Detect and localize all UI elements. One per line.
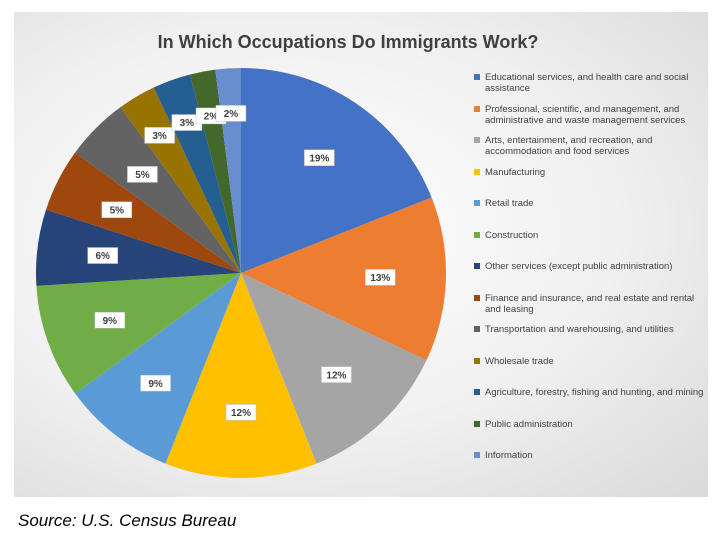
legend-label: Educational services, and health care an… [485,72,689,94]
legend-label: Agriculture, forestry, fishing and hunti… [485,387,704,398]
legend-label: Wholesale trade [485,355,554,367]
data-label-box [140,374,171,392]
data-label: 2% [215,105,247,122]
data-label-text: 5% [110,205,125,216]
pie-slice [241,68,432,273]
pie-slice [35,209,241,286]
data-label-box [127,166,158,183]
data-label-box [365,269,396,286]
data-label-text: 12% [231,408,251,419]
legend-swatch [474,389,480,395]
pie-slice [75,107,241,273]
data-label-text: 6% [95,251,110,262]
pie-slice [46,152,241,273]
data-label-text: 2% [224,109,239,120]
pie-slice [36,273,241,394]
legend-swatch [474,74,480,80]
data-label-box [94,311,126,329]
data-label: 3% [144,127,175,144]
data-label-box [144,127,175,144]
legend-item: Arts, entertainment, and recreation, and… [474,135,711,157]
source-note: Source: U.S. Census Bureau [18,511,237,530]
legend-item: Educational services, and health care an… [474,72,711,94]
legend-swatch [474,357,480,364]
legend-item: Information [474,450,711,461]
legend-item: Retail trade [474,198,711,209]
data-label-text: 3% [180,118,195,129]
data-label: 5% [101,201,133,218]
legend-swatch [474,326,480,332]
data-label-text: 2% [204,112,219,123]
legend-label: Arts, entertainment, and recreation, and… [485,135,653,157]
data-label: 19% [304,149,335,166]
data-label: 12% [321,366,352,383]
legend-label: Information [485,450,533,461]
pie-slice [165,273,317,479]
data-label-text: 13% [370,273,390,284]
legend-item: Transportation and warehousing, and util… [474,324,711,335]
data-label-text: 19% [309,153,329,164]
legend-swatch [474,420,480,427]
legend-label: Manufacturing [485,166,546,178]
legend-item: Manufacturing [474,167,711,178]
legend-label: Professional, scientific, and management… [485,103,686,126]
legend-swatch [474,200,480,206]
data-label-box [215,105,247,122]
data-label-text: 5% [135,170,150,181]
data-label-box [225,404,257,421]
data-label-box [304,149,335,166]
data-label-text: 9% [103,316,118,327]
legend-item: Agriculture, forestry, fishing and hunti… [474,387,711,398]
data-label: 13% [365,269,396,286]
pie-slice [75,273,241,464]
legend-swatch [474,452,480,458]
data-label-text: 12% [326,370,346,381]
legend-item: Finance and insurance, and real estate a… [474,293,711,315]
data-label-text: 9% [148,379,163,390]
data-label: 5% [127,166,158,183]
legend-label: Transportation and warehousing, and util… [485,324,674,335]
chart-title: In Which Occupations Do Immigrants Work? [158,32,539,52]
data-label: 9% [140,374,171,392]
data-label-box [321,366,352,383]
legend-label: Construction [485,229,539,241]
legend-item: Construction [474,230,711,241]
legend-item: Public administration [474,419,711,430]
legend-label: Public administration [485,418,573,430]
data-label: 6% [87,247,118,264]
legend-swatch [474,137,480,143]
legend-label: Other services (except public administra… [485,261,673,272]
legend-item: Wholesale trade [474,356,711,367]
legend-label: Retail trade [485,198,534,209]
legend-item: Professional, scientific, and management… [474,104,711,126]
legend-swatch [474,231,480,238]
data-label: 12% [225,404,257,421]
legend-swatch [474,263,480,269]
data-label-box [87,247,118,264]
legend-swatch [474,294,480,301]
data-label: 9% [94,311,126,329]
legend-swatch [474,105,480,112]
data-label-text: 3% [152,131,167,142]
data-label-box [101,201,133,218]
legend-label: Finance and insurance, and real estate a… [485,292,695,315]
legend-swatch [474,168,480,175]
pie-slice [241,197,446,361]
legend-item: Other services (except public administra… [474,261,711,272]
